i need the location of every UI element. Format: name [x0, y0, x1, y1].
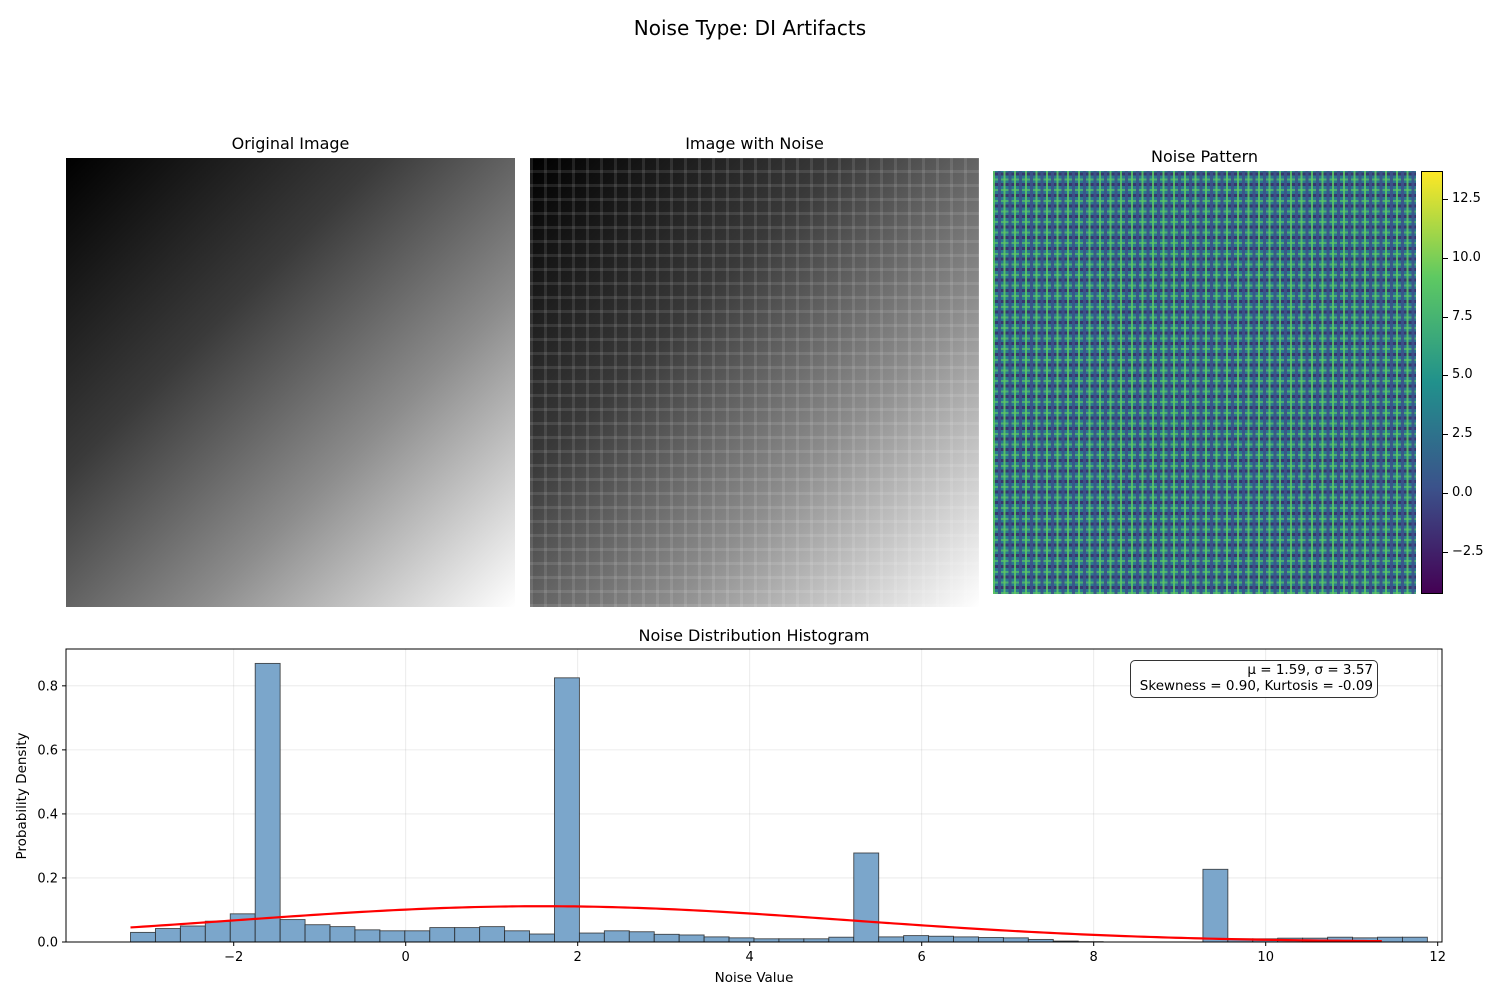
normal-fit-curve — [130, 905, 1382, 943]
colorbar-tick-label: 12.5 — [1452, 191, 1481, 206]
y-tick-label: 0.4 — [37, 807, 58, 822]
histogram-bar — [1202, 868, 1229, 943]
noisy-image-title: Image with Noise — [685, 134, 824, 153]
histogram-bar — [304, 924, 331, 943]
histogram-bar — [329, 926, 356, 943]
colorbar-tick-label: 2.5 — [1452, 426, 1473, 441]
histogram-bar — [903, 935, 930, 943]
colorbar-tick-mark — [1443, 493, 1448, 494]
histogram-bar — [554, 677, 580, 943]
y-tick-label: 0.2 — [37, 871, 58, 886]
histogram-bar — [204, 920, 231, 943]
colorbar-tick-mark — [1443, 317, 1448, 318]
noisy-image — [530, 158, 979, 607]
histogram-bar — [578, 932, 605, 943]
histogram-bar — [429, 927, 456, 943]
noise-pattern-title: Noise Pattern — [1150, 147, 1259, 166]
colorbar-tick-label: 0.0 — [1452, 485, 1473, 500]
histogram-bar — [379, 930, 406, 943]
figure-title: Noise Type: DI Artifacts — [633, 16, 867, 40]
colorbar-tick-label: −2.5 — [1452, 544, 1484, 559]
colorbar-tick-mark — [1443, 552, 1448, 553]
y-tick-label: 0.0 — [37, 936, 58, 951]
histogram-bar — [603, 930, 630, 943]
histogram-bar — [653, 933, 680, 943]
colorbar-tick-mark — [1443, 434, 1448, 435]
histogram-bar — [978, 937, 1004, 943]
histogram-bar — [179, 925, 206, 943]
histogram-bar — [628, 931, 655, 943]
colorbar-tick-label: 5.0 — [1452, 367, 1473, 382]
histogram-bar — [928, 935, 954, 943]
histogram-bar — [878, 936, 905, 943]
colorbar — [1421, 171, 1443, 594]
histogram-bar — [130, 931, 156, 943]
x-tick-label: 6 — [918, 950, 926, 965]
x-tick-label: 2 — [574, 950, 582, 965]
histogram-bar — [678, 934, 705, 943]
histogram-bar — [1401, 936, 1428, 943]
histogram-bar — [529, 933, 555, 943]
x-tick-label: 12 — [1429, 950, 1446, 965]
histogram-bar — [229, 913, 256, 943]
original-image — [66, 158, 515, 607]
colorbar-tick-mark — [1443, 375, 1448, 376]
y-axis-label: Probability Density — [14, 733, 30, 860]
fit-curve-layer — [130, 905, 1382, 943]
histogram-bar — [1002, 937, 1029, 943]
histogram-bar — [279, 919, 306, 943]
original-image-title: Original Image — [231, 134, 350, 153]
histogram-bar — [703, 936, 730, 943]
colorbar-tick-label: 10.0 — [1452, 250, 1481, 265]
x-tick-label: 10 — [1257, 950, 1274, 965]
x-tick-label: 4 — [746, 950, 754, 965]
histogram-bar — [479, 926, 506, 943]
colorbar-tick-mark — [1443, 199, 1448, 200]
histogram-axes: −2 0 2 4 6 8 10 12 0.0 0.2 0.4 0.6 0.8 — [37, 648, 1446, 965]
histogram-bar — [354, 929, 381, 943]
stats-line-skew-kurtosis: Skewness = 0.90, Kurtosis = -0.09 — [1139, 678, 1373, 694]
colorbar-tick-mark — [1443, 258, 1448, 259]
x-tick-label: −2 — [224, 950, 243, 965]
histogram-bar — [254, 662, 281, 943]
colorbar-tick-label: 7.5 — [1452, 309, 1473, 324]
stats-box: μ = 1.59, σ = 3.57 Skewness = 0.90, Kurt… — [1130, 660, 1378, 698]
plot-frame — [65, 648, 1443, 943]
histogram-bar — [154, 928, 181, 943]
histogram-title: Noise Distribution Histogram — [639, 626, 870, 645]
noise-pattern-image — [993, 171, 1416, 594]
x-axis-label: Noise Value — [715, 970, 794, 986]
x-tick-label: 0 — [402, 950, 410, 965]
histogram-chart: Noise Distribution Histogram −2 0 2 4 6 8 10 12… — [14, 626, 1446, 986]
y-tick-label: 0.6 — [37, 743, 58, 758]
histogram-bar — [828, 936, 855, 943]
stats-line-mean-sigma: μ = 1.59, σ = 3.57 — [1247, 662, 1373, 678]
x-tick-label: 8 — [1090, 950, 1098, 965]
histogram-bar — [504, 930, 530, 943]
histogram-bar — [853, 852, 880, 943]
histogram-bars — [130, 662, 1428, 943]
histogram-bar — [728, 937, 755, 943]
histogram-bar — [404, 930, 431, 943]
histogram-bar — [953, 936, 979, 943]
y-tick-label: 0.8 — [37, 679, 58, 694]
histogram-bar — [454, 927, 481, 943]
